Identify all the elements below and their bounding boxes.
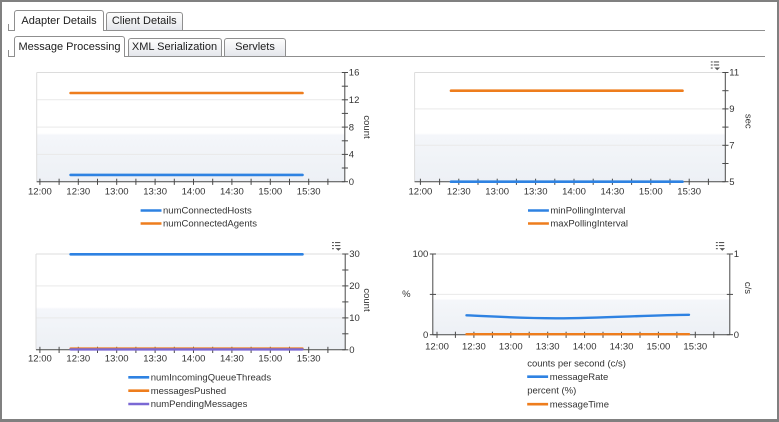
svg-text:13:00: 13:00 — [105, 187, 129, 198]
svg-text:14:30: 14:30 — [220, 187, 244, 198]
svg-text:0: 0 — [349, 177, 354, 188]
svg-text:minPollingInterval: minPollingInterval — [550, 206, 625, 217]
svg-text:8: 8 — [349, 122, 354, 133]
svg-text:messageTime: messageTime — [550, 399, 609, 410]
svg-text:sec: sec — [742, 114, 753, 129]
svg-text:12: 12 — [349, 95, 360, 106]
svg-text:9: 9 — [729, 104, 734, 115]
svg-text:15:00: 15:00 — [258, 353, 282, 364]
svg-text:4: 4 — [349, 150, 354, 161]
svg-text:numIncomingQueueThreads: numIncomingQueueThreads — [151, 373, 272, 384]
svg-text:12:30: 12:30 — [66, 187, 90, 198]
svg-text:0: 0 — [423, 330, 428, 341]
svg-text:numConnectedAgents: numConnectedAgents — [163, 219, 257, 230]
svg-text:maxPollingInterval: maxPollingInterval — [550, 219, 628, 230]
svg-text:13:30: 13:30 — [143, 353, 167, 364]
svg-text:10: 10 — [349, 313, 360, 324]
svg-text:16: 16 — [349, 68, 360, 79]
svg-text:13:00: 13:00 — [485, 187, 509, 198]
svg-text:13:30: 13:30 — [524, 187, 548, 198]
svg-text:13:30: 13:30 — [536, 341, 560, 352]
svg-text:1: 1 — [734, 249, 739, 260]
svg-text:12:00: 12:00 — [28, 353, 52, 364]
svg-text:12:00: 12:00 — [425, 341, 449, 352]
svg-text:numConnectedHosts: numConnectedHosts — [163, 206, 252, 217]
svg-text:numPendingMessages: numPendingMessages — [151, 399, 248, 410]
svg-text:5: 5 — [729, 177, 734, 188]
svg-text:14:30: 14:30 — [220, 353, 244, 364]
svg-text:12:30: 12:30 — [447, 187, 471, 198]
svg-text:percent (%): percent (%) — [527, 385, 576, 396]
svg-text:12:30: 12:30 — [66, 353, 90, 364]
svg-text:c/s: c/s — [742, 282, 753, 294]
svg-text:13:30: 13:30 — [143, 187, 167, 198]
svg-text:14:30: 14:30 — [610, 341, 634, 352]
svg-text:12:30: 12:30 — [462, 341, 486, 352]
svg-text:messagesPushed: messagesPushed — [151, 386, 227, 397]
svg-text:count: count — [361, 288, 372, 312]
svg-text:7: 7 — [729, 141, 734, 152]
svg-text:12:00: 12:00 — [409, 187, 433, 198]
svg-text:count: count — [361, 115, 372, 139]
svg-text:14:30: 14:30 — [601, 187, 625, 198]
svg-text:15:30: 15:30 — [297, 353, 321, 364]
svg-text:%: % — [402, 289, 411, 300]
svg-text:12:00: 12:00 — [28, 187, 52, 198]
svg-text:14:00: 14:00 — [182, 187, 206, 198]
svg-text:15:00: 15:00 — [647, 341, 671, 352]
svg-text:0: 0 — [349, 345, 354, 356]
svg-text:11: 11 — [729, 68, 739, 79]
svg-text:14:00: 14:00 — [182, 353, 206, 364]
svg-text:0: 0 — [734, 330, 739, 341]
svg-text:13:00: 13:00 — [499, 341, 523, 352]
svg-text:15:30: 15:30 — [297, 187, 321, 198]
svg-text:20: 20 — [349, 281, 360, 292]
svg-text:14:00: 14:00 — [562, 187, 586, 198]
svg-text:15:30: 15:30 — [683, 341, 707, 352]
svg-text:15:30: 15:30 — [677, 187, 701, 198]
svg-text:counts per second (c/s): counts per second (c/s) — [527, 359, 626, 370]
svg-text:14:00: 14:00 — [573, 341, 597, 352]
svg-text:15:00: 15:00 — [258, 187, 282, 198]
svg-text:13:00: 13:00 — [105, 353, 129, 364]
svg-text:100: 100 — [412, 249, 428, 260]
svg-text:15:00: 15:00 — [639, 187, 663, 198]
svg-text:30: 30 — [349, 249, 360, 260]
svg-text:messageRate: messageRate — [550, 372, 609, 383]
